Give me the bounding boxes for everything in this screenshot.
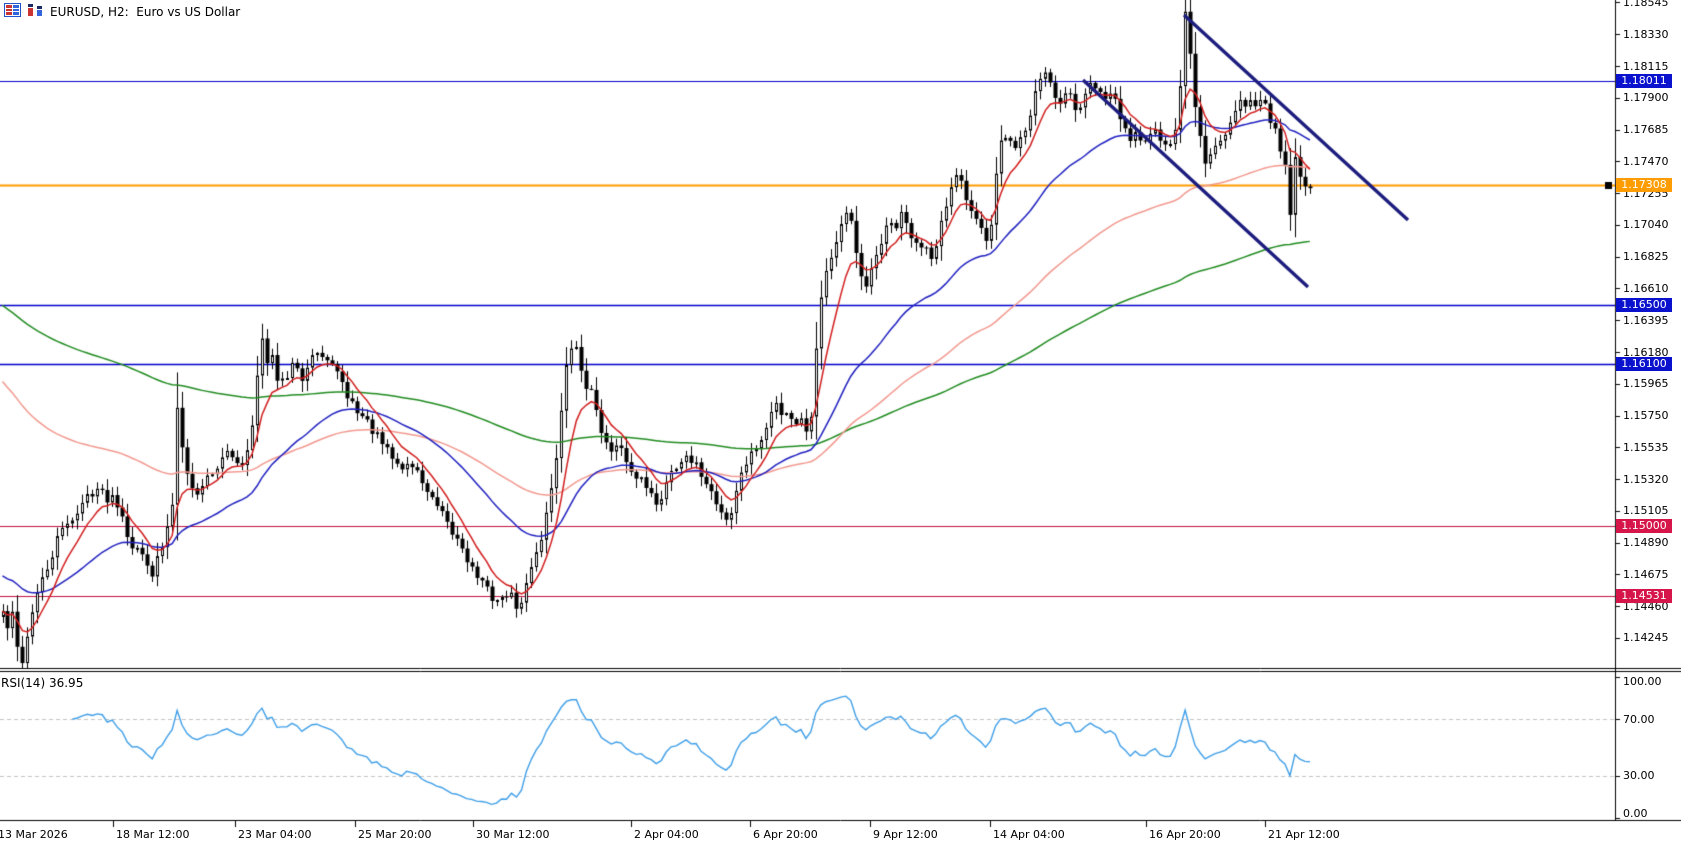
price-level-tag: 1.17308 xyxy=(1616,178,1672,192)
time-tick-label: 6 Apr 20:00 xyxy=(753,828,818,841)
price-level-tag: 1.14531 xyxy=(1616,589,1672,603)
price-tick-label: 1.14890 xyxy=(1623,536,1669,549)
rsi-caption: RSI(14) 36.95 xyxy=(1,676,83,690)
price-tick-label: 1.18115 xyxy=(1623,60,1669,73)
time-tick-label: 23 Mar 04:00 xyxy=(238,828,312,841)
price-tick-label: 1.14245 xyxy=(1623,631,1669,644)
price-tick-label: 1.18545 xyxy=(1623,0,1669,9)
price-tick-label: 1.15535 xyxy=(1623,441,1669,454)
price-level-tag: 1.18011 xyxy=(1616,74,1672,88)
bar-chart-icon xyxy=(27,2,44,21)
time-tick-label: 2 Apr 04:00 xyxy=(634,828,699,841)
rsi-value: 36.95 xyxy=(48,676,84,690)
price-tick-label: 1.15105 xyxy=(1623,504,1669,517)
chart-title: EURUSD, H2: Euro vs US Dollar xyxy=(50,4,241,19)
price-tick-label: 1.16180 xyxy=(1623,346,1669,359)
rsi-tick-label: 30.00 xyxy=(1623,769,1655,782)
price-tick-label: 1.17900 xyxy=(1623,91,1669,104)
price-tick-label: 1.16825 xyxy=(1623,250,1669,263)
price-level-tag: 1.15000 xyxy=(1616,519,1672,533)
time-tick-label: 9 Apr 12:00 xyxy=(873,828,938,841)
time-tick-label: 30 Mar 12:00 xyxy=(476,828,550,841)
price-tick-label: 1.17470 xyxy=(1623,155,1669,168)
rsi-tick-label: 0.00 xyxy=(1623,807,1648,820)
price-tick-label: 1.15750 xyxy=(1623,409,1669,422)
price-tick-label: 1.15965 xyxy=(1623,377,1669,390)
chart-list-icon xyxy=(4,2,21,21)
price-level-tag: 1.16500 xyxy=(1616,298,1672,312)
chart-titlebar: EURUSD, H2: Euro vs US Dollar xyxy=(4,2,240,21)
price-tick-label: 1.14675 xyxy=(1623,568,1669,581)
rsi-tick-label: 100.00 xyxy=(1623,675,1662,688)
price-tick-label: 1.17685 xyxy=(1623,123,1669,136)
price-tick-label: 1.15320 xyxy=(1623,473,1669,486)
price-tick-label: 1.16395 xyxy=(1623,314,1669,327)
price-tick-label: 1.18330 xyxy=(1623,28,1669,41)
rsi-tick-label: 70.00 xyxy=(1623,713,1655,726)
time-tick-label: 16 Apr 20:00 xyxy=(1149,828,1221,841)
time-tick-label: 18 Mar 12:00 xyxy=(116,828,190,841)
time-tick-label: 25 Mar 20:00 xyxy=(358,828,432,841)
time-tick-label: 21 Apr 12:00 xyxy=(1268,828,1340,841)
price-level-tag: 1.16100 xyxy=(1616,357,1672,371)
price-tick-label: 1.17040 xyxy=(1623,218,1669,231)
rsi-label: RSI(14) xyxy=(1,676,46,690)
time-tick-label: 14 Apr 04:00 xyxy=(993,828,1065,841)
price-tick-label: 1.16610 xyxy=(1623,282,1669,295)
time-tick-label: 13 Mar 2026 xyxy=(0,828,68,841)
price-tick-label: 1.14460 xyxy=(1623,600,1669,613)
